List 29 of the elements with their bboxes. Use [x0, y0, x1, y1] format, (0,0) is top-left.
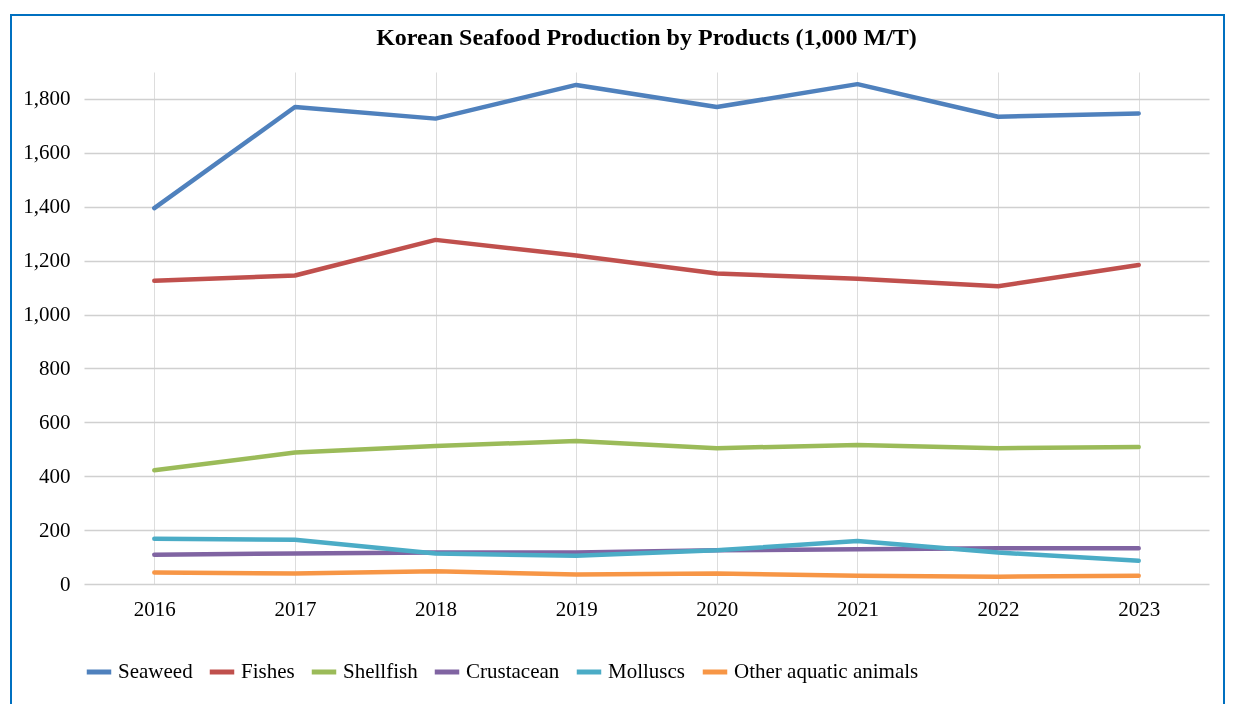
chart-title: Korean Seafood Production by Products (1,000 M/T): [376, 24, 917, 50]
y-tick-label: 1,000: [23, 302, 71, 327]
y-tick-label: 800: [39, 355, 71, 380]
x-tick-label: 2023: [1118, 596, 1161, 621]
y-tick-label: 600: [39, 409, 71, 434]
x-tick-label: 2018: [415, 596, 458, 621]
y-tick-label: 200: [39, 517, 71, 542]
x-tick-label: 2017: [274, 596, 317, 621]
y-tick-label: 1,800: [23, 86, 71, 111]
y-tick-label: 400: [39, 463, 71, 488]
line-series: [152, 536, 1141, 564]
x-tick-label: 2021: [836, 596, 879, 621]
y-tick-label: 1,200: [23, 248, 71, 273]
legend-label: Fishes: [241, 659, 295, 683]
legend-label: Molluscs: [608, 659, 686, 683]
line-series: [152, 81, 1141, 211]
y-tick-label: 0: [60, 571, 71, 596]
y-tick-label: 1,400: [23, 194, 71, 219]
x-tick-label: 2020: [696, 596, 739, 621]
legend-label: Seaweed: [118, 659, 194, 683]
line-series: [152, 438, 1141, 473]
x-tick-label: 2016: [133, 596, 176, 621]
y-tick-label: 1,600: [23, 140, 71, 165]
line-series: [152, 237, 1141, 289]
legend-label: Shellfish: [343, 659, 419, 683]
x-tick-label: 2019: [555, 596, 598, 621]
x-tick-label: 2022: [977, 596, 1020, 621]
legend-label: Other aquatic animals: [734, 659, 919, 683]
legend-label: Crustacean: [466, 659, 560, 683]
